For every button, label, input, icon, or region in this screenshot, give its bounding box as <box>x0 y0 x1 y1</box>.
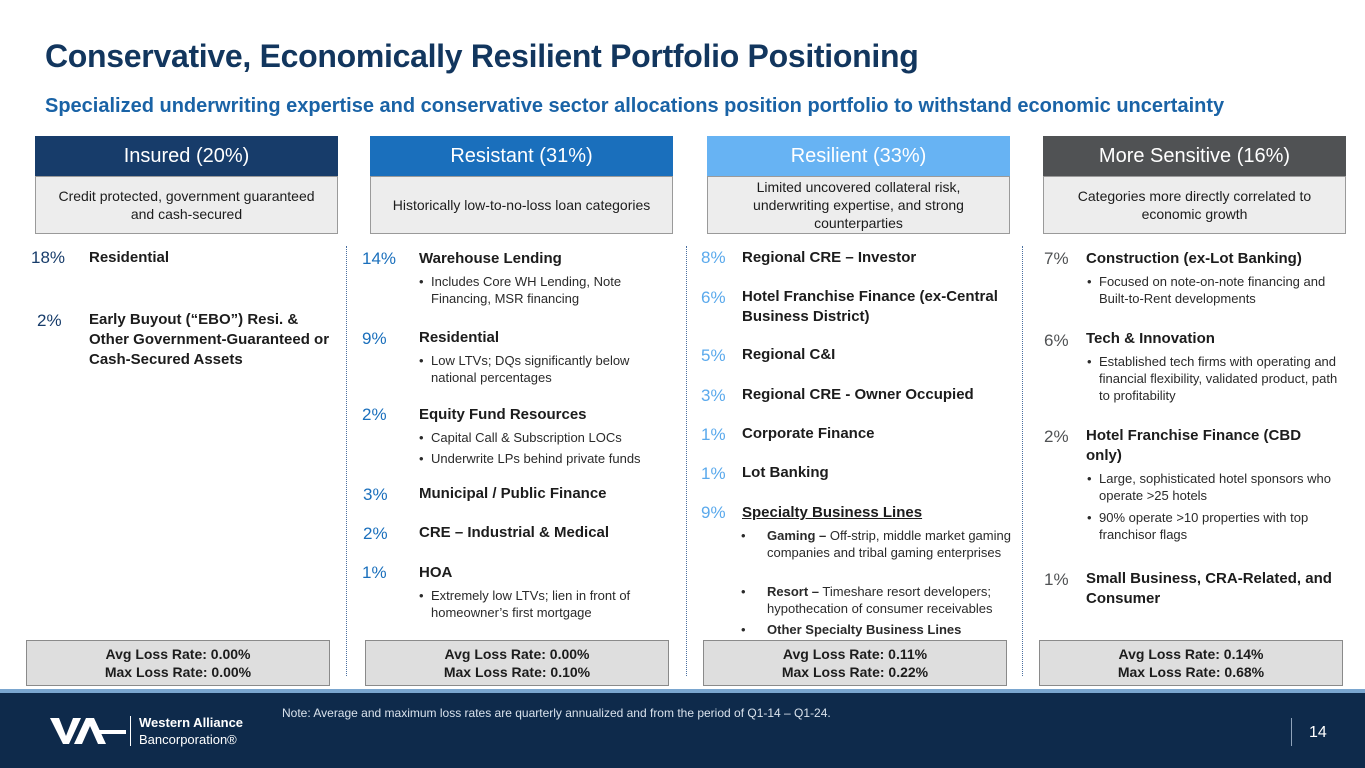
insured-description: Credit protected, government guaranteed … <box>35 176 338 234</box>
item-percent: 18% <box>31 248 66 267</box>
item-label: CRE – Industrial & Medical <box>419 524 610 541</box>
item-label: Warehouse Lending <box>419 250 562 267</box>
item-percent: 14% <box>362 249 397 268</box>
item-percent: 3% <box>363 485 388 504</box>
item-percent: 1% <box>362 563 387 582</box>
page-subtitle: Specialized underwriting expertise and c… <box>45 95 1225 117</box>
sensitive-header: More Sensitive (16%) <box>1043 136 1346 176</box>
item-label: Regional CRE – Investor <box>742 249 917 266</box>
item-percent: 1% <box>701 425 726 444</box>
max-loss-rate: Max Loss Rate: 0.22% <box>781 664 929 680</box>
item-label: HOA <box>419 564 453 581</box>
item-percent: 1% <box>701 464 726 483</box>
item-label: Regional CRE - Owner Occupied <box>742 386 974 403</box>
item-percent: 2% <box>363 524 388 543</box>
item-label: Small Business, CRA-Related, and Consume… <box>1086 570 1332 607</box>
avg-loss-rate: Avg Loss Rate: 0.00% <box>444 646 590 662</box>
item-label: Hotel Franchise Finance (ex-Central Busi… <box>742 288 998 325</box>
company-name-suffix: Bancorporation® <box>139 732 237 747</box>
resilient-header: Resilient (33%) <box>707 136 1010 176</box>
footer-bar <box>0 693 1365 768</box>
max-loss-rate: Max Loss Rate: 0.10% <box>443 664 591 680</box>
company-name: Western Alliance <box>139 715 244 730</box>
page-number-separator <box>1291 718 1292 746</box>
column-divider <box>346 246 347 676</box>
logo-separator <box>130 716 131 746</box>
resilient-description: Limited uncovered collateral risk, under… <box>707 176 1010 234</box>
sensitive-description: Categories more directly correlated to e… <box>1043 176 1346 234</box>
item-bullet: • Gaming – Off-strip, middle market gamin… <box>741 528 1011 560</box>
item-bullet: • Low LTVs; DQs significantly below natio… <box>419 353 630 385</box>
item-label: Regional C&I <box>742 346 836 363</box>
resistant-description: Historically low-to-no-loss loan categor… <box>370 176 673 234</box>
footnote: Note: Average and maximum loss rates are… <box>282 706 831 720</box>
item-bullet: • Large, sophisticated hotel sponsors who… <box>1087 471 1331 503</box>
item-percent: 1% <box>1044 570 1069 589</box>
item-percent: 9% <box>701 503 726 522</box>
item-bullet: • Other Specialty Business Lines <box>741 622 962 637</box>
item-label: Equity Fund Resources <box>419 406 587 423</box>
resilient-loss-box: Avg Loss Rate: 0.11% Max Loss Rate: 0.22… <box>703 640 1007 686</box>
item-label: Tech & Innovation <box>1086 330 1215 347</box>
column-divider <box>686 246 687 676</box>
item-label: Municipal / Public Finance <box>419 485 607 502</box>
item-percent: 9% <box>362 329 387 348</box>
item-label: Construction (ex-Lot Banking) <box>1086 250 1302 267</box>
item-percent: 2% <box>362 405 387 424</box>
sensitive-loss-box: Avg Loss Rate: 0.14% Max Loss Rate: 0.68… <box>1039 640 1343 686</box>
item-bullet: • 90% operate >10 properties with top fra… <box>1087 510 1309 542</box>
item-bullet: • Focused on note-on-note financing and B… <box>1087 274 1326 306</box>
item-bullet: • Underwrite LPs behind private funds <box>419 451 641 466</box>
page-title: Conservative, Economically Resilient Por… <box>45 38 919 74</box>
page-number: 14 <box>1309 724 1327 741</box>
max-loss-rate: Max Loss Rate: 0.00% <box>104 664 252 680</box>
item-label: Hotel Franchise Finance (CBD only) <box>1086 427 1302 464</box>
column-divider <box>1022 246 1023 676</box>
item-label: Residential <box>419 329 500 346</box>
max-loss-rate: Max Loss Rate: 0.68% <box>1117 664 1265 680</box>
item-percent: 6% <box>701 288 726 307</box>
item-percent: 2% <box>1044 427 1069 446</box>
item-label: Specialty Business Lines <box>742 504 923 521</box>
company-logo-icon <box>50 718 126 744</box>
resistant-loss-box: Avg Loss Rate: 0.00% Max Loss Rate: 0.10… <box>365 640 669 686</box>
item-percent: 5% <box>701 346 726 365</box>
item-bullet: • Established tech firms with operating a… <box>1087 354 1338 403</box>
item-bullet: • Includes Core WH Lending, Note Financin… <box>419 274 622 306</box>
item-label: Lot Banking <box>742 464 829 481</box>
item-label: Corporate Finance <box>742 425 875 442</box>
insured-header: Insured (20%) <box>35 136 338 176</box>
item-label: Early Buyout (“EBO”) Resi. & Other Gover… <box>89 311 330 368</box>
avg-loss-rate: Avg Loss Rate: 0.00% <box>105 646 251 662</box>
avg-loss-rate: Avg Loss Rate: 0.14% <box>1118 646 1264 662</box>
item-percent: 2% <box>37 311 62 330</box>
item-bullet: • Capital Call & Subscription LOCs <box>419 430 622 445</box>
item-percent: 3% <box>701 386 726 405</box>
item-percent: 6% <box>1044 331 1069 350</box>
item-label: Residential <box>89 249 170 266</box>
resistant-header: Resistant (31%) <box>370 136 673 176</box>
item-bullet: • Resort – Timeshare resort developers; h… <box>741 584 993 616</box>
item-percent: 8% <box>701 248 726 267</box>
insured-loss-box: Avg Loss Rate: 0.00% Max Loss Rate: 0.00… <box>26 640 330 686</box>
avg-loss-rate: Avg Loss Rate: 0.11% <box>782 646 928 662</box>
item-bullet: • Extremely low LTVs; lien in front of ho… <box>419 588 631 620</box>
item-percent: 7% <box>1044 249 1069 268</box>
footer-accent-line <box>0 689 1365 693</box>
